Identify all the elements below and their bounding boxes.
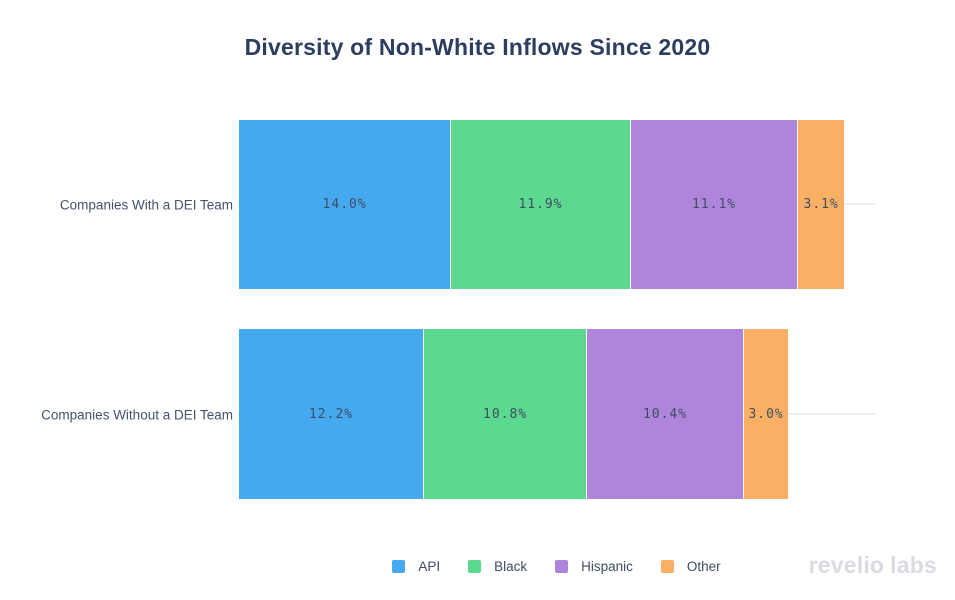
legend-label: Other: [686, 558, 721, 574]
logo-text-labs: labs: [890, 552, 937, 578]
y-axis-label-without-dei: Companies Without a DEI Team: [41, 407, 233, 423]
bar-segment-hispanic[interactable]: 10.4%: [586, 329, 743, 499]
legend-item-hispanic[interactable]: Hispanic: [555, 559, 633, 574]
bar-segment-black[interactable]: 11.9%: [450, 120, 630, 289]
bar-value-label: 10.4%: [642, 406, 688, 422]
bar-value-label: 12.2%: [308, 406, 354, 422]
legend-item-api[interactable]: API: [392, 559, 440, 574]
bar-segment-api[interactable]: 12.2%: [239, 329, 424, 499]
legend-label: API: [418, 558, 441, 574]
legend-item-other[interactable]: Other: [660, 558, 721, 574]
bar-value-label: 11.1%: [691, 197, 737, 212]
bar-segment-hispanic[interactable]: 11.1%: [629, 120, 798, 289]
legend-swatch-icon: [660, 559, 674, 573]
bar-value-label: 11.9%: [518, 197, 563, 212]
bar-value-label: 14.0%: [322, 197, 367, 212]
bar-value-label: 3.1%: [803, 197, 839, 212]
legend: API Black Hispanic Other: [238, 555, 875, 577]
bar-value-label: 10.8%: [483, 406, 528, 422]
bar-without-dei-team: 12.2% 10.8% 10.4% 3.0%: [239, 329, 789, 499]
legend-label: Black: [494, 558, 528, 574]
y-axis-label-with-dei: Companies With a DEI Team: [59, 197, 233, 213]
bar-value-label: 3.0%: [748, 406, 784, 422]
logo-text-revelio: revelio: [808, 552, 885, 578]
revelio-labs-logo: revelio labs: [809, 552, 937, 579]
legend-label: Hispanic: [581, 558, 633, 574]
chart-title: Diversity of Non-White Inflows Since 202…: [244, 34, 711, 60]
legend-item-black[interactable]: Black: [468, 559, 527, 574]
legend-swatch-icon: [468, 559, 482, 573]
bar-segment-black[interactable]: 10.8%: [423, 329, 587, 499]
bar-segment-other[interactable]: 3.1%: [797, 120, 845, 289]
bar-segment-api[interactable]: 14.0%: [239, 120, 451, 289]
bar-segment-other[interactable]: 3.0%: [742, 329, 789, 499]
bar-with-dei-team: 14.0% 11.9% 11.1% 3.1%: [239, 120, 845, 289]
legend-swatch-icon: [555, 559, 569, 573]
legend-swatch-icon: [392, 559, 406, 573]
